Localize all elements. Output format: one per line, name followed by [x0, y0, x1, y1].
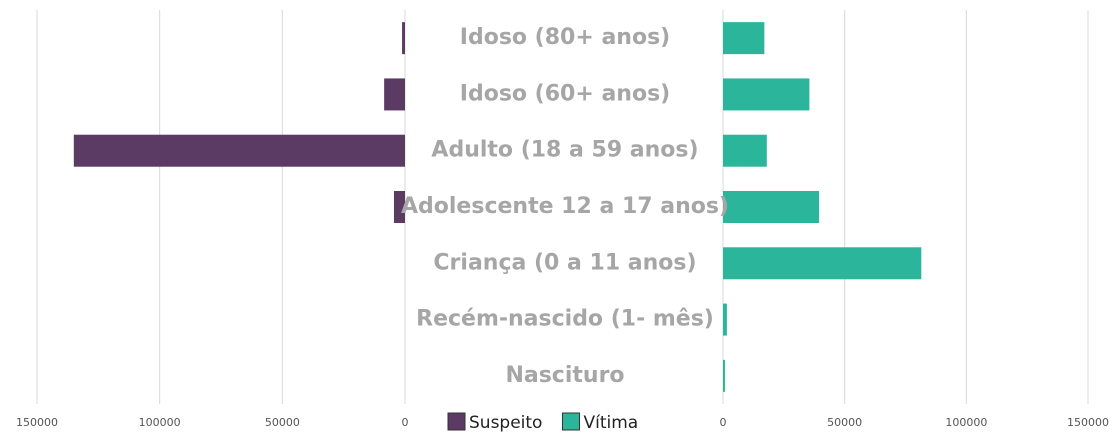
x-tick-label: 150000 — [16, 416, 58, 429]
x-tick-label: 100000 — [945, 416, 987, 429]
x-tick-label: 50000 — [827, 416, 862, 429]
legend-swatch — [561, 412, 580, 431]
bar — [723, 191, 820, 223]
bar — [723, 78, 810, 111]
category-label: Idoso (80+ anos) — [460, 25, 670, 50]
category-label: Adulto (18 a 59 anos) — [431, 138, 698, 163]
legend-label: Suspeito — [469, 413, 542, 433]
bar — [723, 359, 725, 392]
category-label: Recém-nascido (1- mês) — [416, 307, 714, 332]
legend-label: Vítima — [583, 413, 638, 433]
x-tick-label: 100000 — [139, 416, 181, 429]
bar — [73, 134, 406, 167]
category-label: Idoso (60+ anos) — [460, 81, 670, 106]
bar — [723, 134, 767, 167]
bar — [723, 22, 765, 55]
x-tick-label: 0 — [720, 416, 727, 429]
x-tick-label: 50000 — [265, 416, 300, 429]
bar — [723, 303, 727, 336]
category-label: Nascituro — [505, 363, 624, 388]
bar — [384, 78, 405, 111]
legend-swatch — [447, 412, 466, 431]
category-label: Adolescente 12 a 17 anos) — [401, 194, 729, 219]
bar — [393, 191, 405, 223]
category-label: Criança (0 a 11 anos) — [433, 250, 696, 275]
bar — [402, 22, 405, 55]
bar — [723, 247, 922, 280]
x-tick-label: 150000 — [1067, 416, 1109, 429]
x-tick-label: 0 — [402, 416, 409, 429]
